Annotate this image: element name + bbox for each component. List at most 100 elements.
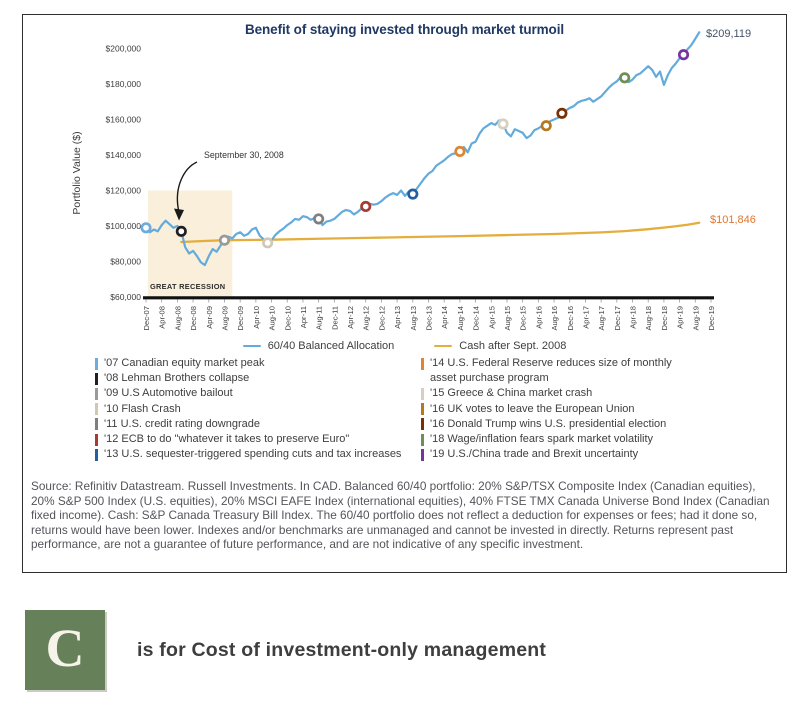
event-legend-label: '10 Flash Crash — [104, 402, 181, 415]
series-color-dash — [242, 344, 261, 348]
x-tick-label: Dec-10 — [283, 306, 292, 330]
balanced-line — [144, 31, 701, 267]
x-tick-label: Aug-13 — [409, 306, 418, 331]
event-marker — [540, 120, 552, 132]
event-marker — [175, 225, 187, 237]
y-tick-label: $160,000 — [106, 115, 142, 125]
x-tick-label: Dec-19 — [707, 306, 716, 330]
x-tick-label: Dec-13 — [425, 306, 434, 330]
event-legend-left: '07 Canadian equity market peak '08 Lehma… — [95, 356, 425, 462]
chart-title: Benefit of staying invested through mark… — [244, 22, 565, 37]
tile-letter-c: C — [45, 618, 85, 678]
x-tick-label: Aug-16 — [550, 306, 559, 331]
event-legend-right: '14 U.S. Federal Reserve reduces size of… — [421, 356, 683, 462]
y-tick-label: $140,000 — [106, 150, 142, 160]
event-legend-label: '08 Lehman Brothers collapse — [104, 372, 250, 385]
series-legend-item: 60/40 Balanced Allocation — [242, 340, 394, 352]
x-tick-label: Dec-16 — [566, 306, 575, 330]
event-marker — [677, 49, 690, 61]
event-color-chip — [421, 418, 424, 431]
x-tick-label: Apr-08 — [158, 306, 167, 329]
x-tick-label: Aug-12 — [362, 306, 371, 331]
x-tick-label: Aug-14 — [456, 306, 465, 331]
event-legend-item: '09 U.S Automotive bailout — [95, 386, 425, 401]
event-marker — [454, 145, 466, 157]
event-legend-label: '16 Donald Trump wins U.S. presidential … — [430, 417, 667, 430]
event-legend-item: '10 Flash Crash — [95, 402, 425, 417]
x-tick-label: Aug-09 — [220, 306, 229, 331]
x-tick-label: Dec-17 — [613, 306, 622, 330]
event-marker — [360, 200, 372, 213]
event-legend-item: '07 Canadian equity market peak — [95, 356, 425, 371]
x-tick-label: Aug-11 — [315, 306, 324, 330]
end-value-balanced: $209,119 — [706, 28, 751, 40]
event-legend-label: '15 Greece & China market crash — [430, 387, 593, 400]
event-color-chip — [95, 403, 98, 416]
x-tick-label: Apr-15 — [487, 306, 496, 329]
event-markers-layer — [140, 49, 690, 249]
end-value-cash: $101,846 — [710, 214, 756, 226]
event-legend-item: '18 Wage/inflation fears spark market vo… — [421, 432, 683, 447]
event-marker — [556, 107, 568, 119]
event-color-chip — [95, 448, 98, 461]
event-legend-item: '15 Greece & China market crash — [421, 386, 683, 401]
event-color-chip — [95, 372, 98, 385]
event-color-chip — [421, 387, 424, 400]
event-marker — [262, 237, 274, 249]
event-legend-label: '13 U.S. sequester-triggered spending cu… — [104, 448, 402, 461]
event-legend-label: '09 U.S Automotive bailout — [104, 387, 233, 400]
event-legend-label: '16 UK votes to leave the European Union — [430, 402, 635, 415]
source-disclaimer: Source: Refinitiv Datastream. Russell In… — [31, 479, 770, 551]
x-tick-label: Apr-10 — [252, 306, 261, 329]
x-tick-label: Aug-08 — [173, 306, 182, 331]
event-marker — [407, 188, 419, 200]
y-tick-label: $180,000 — [106, 79, 142, 89]
recession-band-layer — [147, 190, 233, 297]
x-tick-label: Apr-14 — [440, 306, 449, 329]
letter-tile: C — [25, 610, 105, 690]
axis-layer: Dec-07 Apr-08 Aug-08 Dec-08 Apr-09 Aug-09 Dec-… — [106, 44, 716, 331]
event-legend-item: '19 U.S./China trade and Brexit uncertai… — [421, 447, 683, 462]
y-tick-label: $120,000 — [106, 186, 142, 196]
event-legend-label: '07 Canadian equity market peak — [104, 357, 265, 369]
event-marker — [497, 118, 509, 130]
event-marker — [313, 213, 325, 225]
event-legend-label: '14 U.S. Federal Reserve reduces size of… — [430, 357, 672, 385]
y-tick-label: $80,000 — [110, 257, 141, 267]
event-color-chip — [421, 357, 424, 370]
x-tick-label: Apr-19 — [676, 306, 685, 329]
event-legend-label: '12 ECB to do "whatever it takes to pres… — [104, 433, 350, 446]
x-tick-label: Apr-09 — [205, 306, 214, 329]
x-tick-label: Apr-16 — [534, 306, 543, 329]
annotation-label: September 30, 2008 — [204, 150, 284, 160]
x-tick-label: Aug-18 — [644, 306, 653, 331]
x-tick-label: Dec-09 — [236, 306, 245, 330]
x-tick-label: Dec-11 — [330, 306, 339, 330]
x-tick-label: Apr-13 — [393, 306, 402, 329]
event-legend-item: '11 U.S. credit rating downgrade — [95, 417, 425, 432]
recession-band — [147, 190, 233, 297]
y-tick-label: $60,000 — [110, 292, 141, 302]
event-legend-item: '08 Lehman Brothers collapse — [95, 371, 425, 386]
event-legend-item: '12 ECB to do "whatever it takes to pres… — [95, 432, 425, 447]
x-tick-label: Dec-12 — [377, 306, 386, 330]
event-color-chip — [421, 403, 424, 416]
event-legend-item: '14 U.S. Federal Reserve reduces size of… — [421, 356, 683, 386]
event-marker — [140, 222, 152, 234]
event-legend-item: '13 U.S. sequester-triggered spending cu… — [95, 447, 425, 462]
event-legend-item: '16 UK votes to leave the European Union — [421, 402, 683, 417]
series-legend-item: Cash after Sept. 2008 — [434, 340, 566, 352]
event-marker — [619, 72, 631, 84]
event-color-chip — [95, 418, 98, 431]
annotation-arrow — [176, 161, 198, 211]
event-legend-item: '16 Donald Trump wins U.S. presidential … — [421, 417, 683, 432]
x-tick-label: Apr-11 — [299, 306, 308, 328]
y-tick-label: $100,000 — [106, 221, 142, 231]
event-color-chip — [95, 357, 98, 370]
x-tick-label: Dec-14 — [472, 306, 481, 330]
x-tick-label: Dec-18 — [660, 306, 669, 330]
x-tick-label: Dec-07 — [142, 306, 151, 330]
event-legend-label: '11 U.S. credit rating downgrade — [104, 417, 260, 430]
event-color-chip — [95, 433, 98, 446]
event-marker — [218, 234, 231, 246]
